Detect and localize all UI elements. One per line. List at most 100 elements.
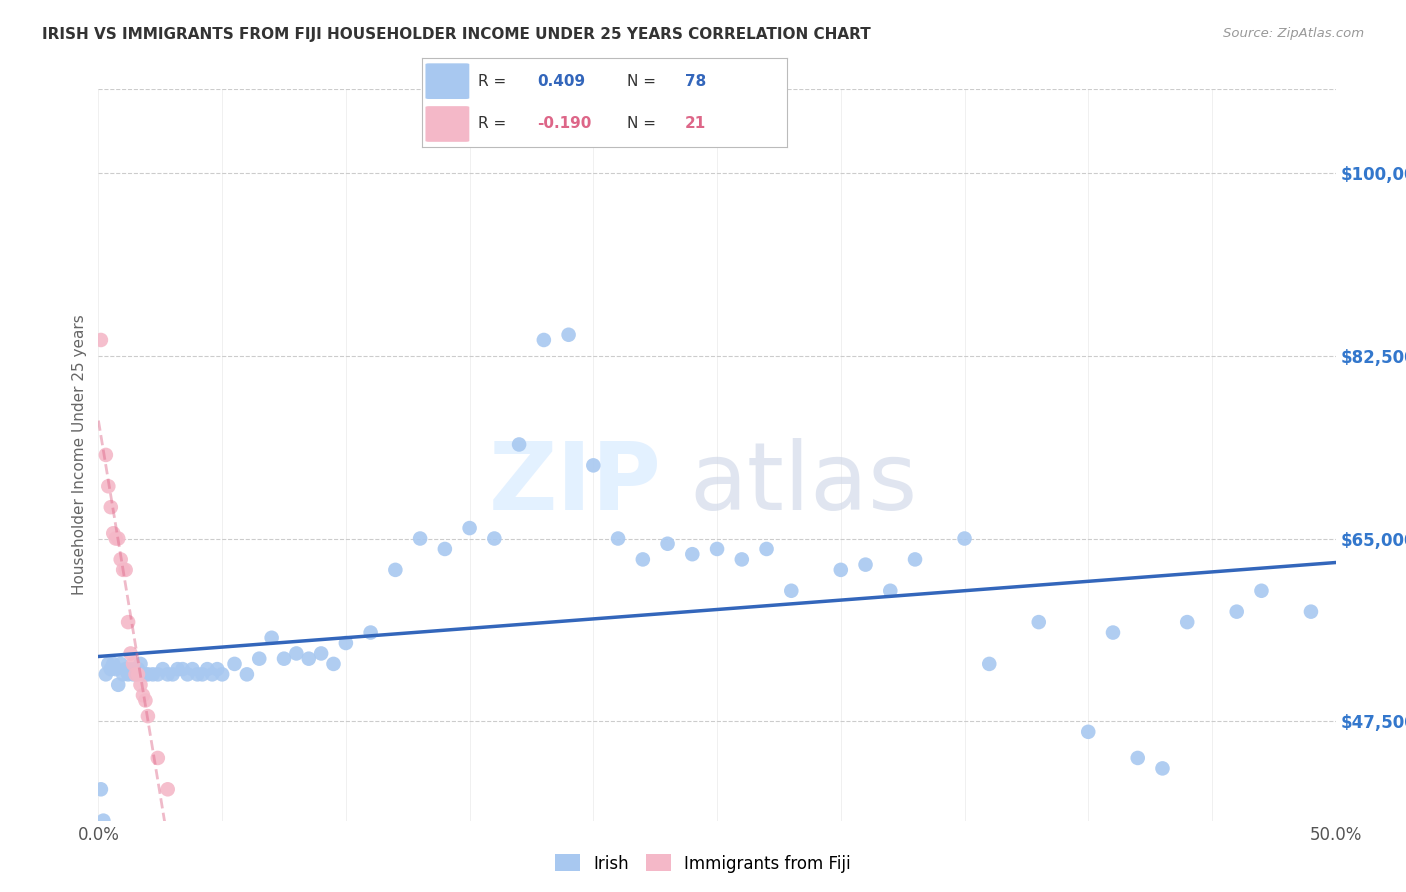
- Y-axis label: Householder Income Under 25 years: Householder Income Under 25 years: [72, 315, 87, 595]
- Point: [557, 327, 579, 342]
- Text: N =: N =: [627, 117, 661, 131]
- Point: [211, 667, 233, 681]
- Text: 0.409: 0.409: [537, 74, 585, 88]
- Point: [309, 647, 332, 661]
- Point: [132, 688, 155, 702]
- Point: [384, 563, 406, 577]
- Point: [127, 662, 149, 676]
- FancyBboxPatch shape: [426, 106, 470, 142]
- Point: [409, 532, 432, 546]
- Point: [1250, 583, 1272, 598]
- Point: [181, 662, 204, 676]
- Point: [273, 651, 295, 665]
- Point: [298, 651, 321, 665]
- Point: [97, 479, 120, 493]
- Point: [830, 563, 852, 577]
- Point: [142, 667, 165, 681]
- Point: [114, 662, 136, 676]
- Point: [1152, 761, 1174, 775]
- Point: [124, 667, 146, 681]
- Point: [979, 657, 1001, 671]
- Point: [134, 693, 156, 707]
- Point: [953, 532, 976, 546]
- Point: [706, 541, 728, 556]
- Point: [129, 657, 152, 671]
- Point: [205, 662, 228, 676]
- Point: [582, 458, 605, 473]
- Point: [97, 657, 120, 671]
- Point: [93, 814, 115, 828]
- Point: [104, 532, 127, 546]
- Point: [236, 667, 259, 681]
- Point: [162, 667, 184, 681]
- Point: [110, 657, 132, 671]
- Point: [1028, 615, 1050, 629]
- Point: [484, 532, 506, 546]
- Point: [127, 667, 149, 681]
- Point: [107, 678, 129, 692]
- Point: [533, 333, 555, 347]
- Text: R =: R =: [478, 74, 512, 88]
- Point: [1077, 724, 1099, 739]
- Point: [134, 667, 156, 681]
- Point: [156, 667, 179, 681]
- Point: [176, 667, 198, 681]
- Point: [458, 521, 481, 535]
- Text: atlas: atlas: [689, 438, 918, 530]
- Point: [172, 662, 194, 676]
- Point: [94, 448, 117, 462]
- FancyBboxPatch shape: [426, 63, 470, 99]
- Point: [904, 552, 927, 566]
- Point: [94, 667, 117, 681]
- Text: N =: N =: [627, 74, 661, 88]
- Point: [100, 662, 122, 676]
- Point: [335, 636, 357, 650]
- Point: [322, 657, 344, 671]
- Point: [201, 667, 224, 681]
- Point: [136, 667, 159, 681]
- Point: [114, 563, 136, 577]
- Text: 78: 78: [685, 74, 706, 88]
- Text: Source: ZipAtlas.com: Source: ZipAtlas.com: [1223, 27, 1364, 40]
- Text: IRISH VS IMMIGRANTS FROM FIJI HOUSEHOLDER INCOME UNDER 25 YEARS CORRELATION CHAR: IRISH VS IMMIGRANTS FROM FIJI HOUSEHOLDE…: [42, 27, 870, 42]
- Point: [607, 532, 630, 546]
- Legend: Irish, Immigrants from Fiji: Irish, Immigrants from Fiji: [548, 847, 858, 880]
- Point: [195, 662, 218, 676]
- Point: [117, 667, 139, 681]
- Point: [124, 662, 146, 676]
- Point: [1175, 615, 1198, 629]
- Text: ZIP: ZIP: [488, 438, 661, 530]
- Point: [755, 541, 778, 556]
- Point: [780, 583, 803, 598]
- Text: 21: 21: [685, 117, 706, 131]
- Point: [103, 657, 125, 671]
- Point: [104, 662, 127, 676]
- Point: [122, 657, 145, 671]
- Point: [146, 751, 169, 765]
- Point: [1102, 625, 1125, 640]
- Point: [166, 662, 188, 676]
- Point: [855, 558, 877, 572]
- Point: [508, 437, 530, 451]
- Point: [122, 667, 145, 681]
- Point: [657, 537, 679, 551]
- Point: [224, 657, 246, 671]
- Point: [90, 782, 112, 797]
- Point: [285, 647, 308, 661]
- Point: [156, 782, 179, 797]
- Point: [360, 625, 382, 640]
- Point: [1126, 751, 1149, 765]
- Point: [186, 667, 208, 681]
- Point: [136, 709, 159, 723]
- Point: [129, 678, 152, 692]
- Point: [191, 667, 214, 681]
- Point: [107, 532, 129, 546]
- Point: [731, 552, 754, 566]
- Point: [152, 662, 174, 676]
- Point: [120, 647, 142, 661]
- Point: [132, 667, 155, 681]
- Point: [112, 563, 135, 577]
- Point: [90, 333, 112, 347]
- Point: [103, 526, 125, 541]
- Text: R =: R =: [478, 117, 512, 131]
